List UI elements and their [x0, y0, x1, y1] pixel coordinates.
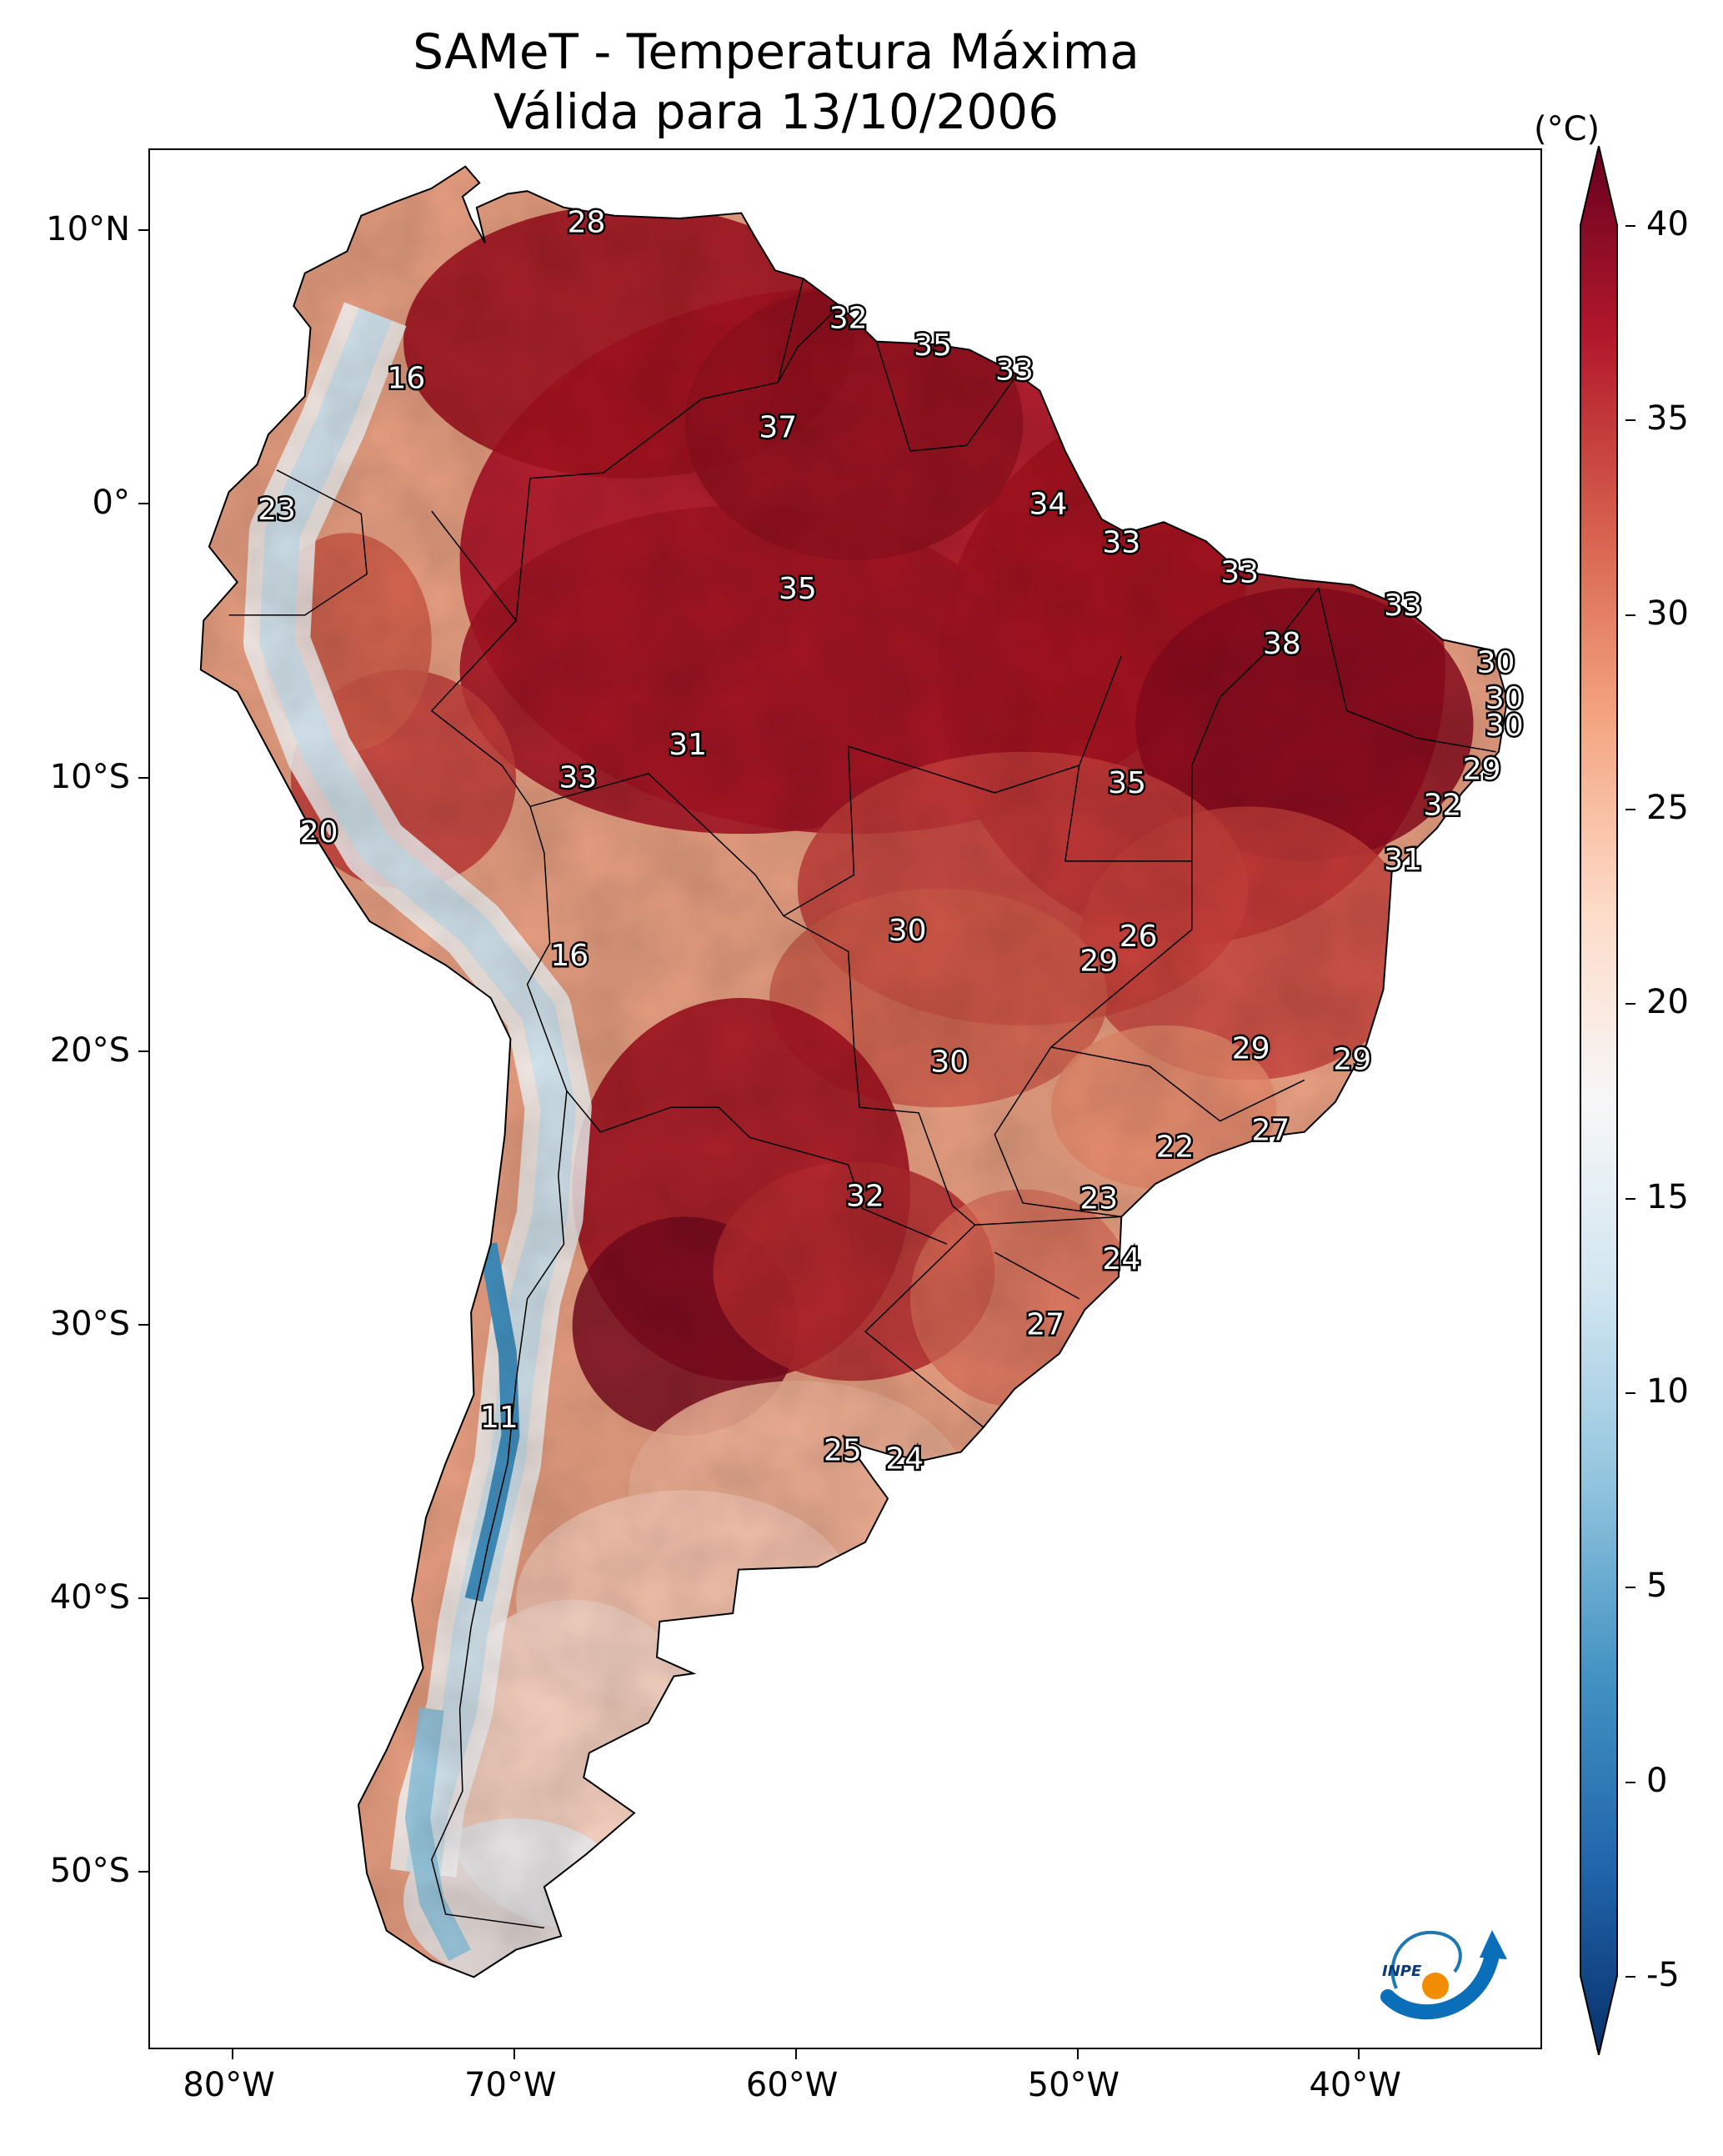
lon-tick-label: 60°W — [745, 2066, 839, 2104]
colorbar-tick-label: 0 — [1646, 1761, 1668, 1800]
colorbar-tick-label: 15 — [1646, 1177, 1689, 1216]
station-value-label: 30 — [930, 1045, 969, 1080]
lat-tick-label: 0° — [92, 484, 130, 523]
station-value-label: 33 — [1102, 525, 1140, 559]
station-value-label: 33 — [1384, 589, 1422, 623]
colorbar — [1580, 146, 1618, 2055]
lat-tick-label: 10°N — [46, 210, 130, 249]
lat-tick-mark — [138, 1323, 148, 1326]
station-value-label: 29 — [1232, 1031, 1270, 1065]
lat-tick-label: 20°S — [49, 1030, 130, 1070]
station-value-label: 23 — [1079, 1182, 1118, 1216]
station-value-label: 30 — [1477, 646, 1515, 680]
colorbar-tick-label: 40 — [1646, 205, 1689, 243]
colorbar-tick-mark — [1625, 1976, 1635, 1978]
station-value-label: 16 — [387, 362, 425, 396]
station-value-label: 35 — [779, 572, 817, 606]
colorbar-tick-mark — [1625, 419, 1635, 422]
station-value-label: 29 — [1079, 944, 1118, 978]
station-value-label: 32 — [846, 1179, 884, 1213]
station-value-label: 25 — [824, 1434, 862, 1468]
lat-tick-label: 30°S — [49, 1304, 130, 1343]
colorbar-unit: (°C) — [1534, 110, 1600, 148]
station-value-label: 33 — [995, 353, 1034, 388]
station-value-label: 11 — [480, 1401, 518, 1435]
station-value-label: 16 — [550, 939, 589, 973]
lon-tick-label: 40°W — [1309, 2066, 1401, 2104]
lon-tick-label: 50°W — [1027, 2066, 1120, 2104]
station-value-label: 27 — [1251, 1114, 1290, 1148]
station-value-label: 23 — [258, 493, 296, 527]
station-value-label: 30 — [889, 914, 927, 948]
colorbar-tick-mark — [1625, 1587, 1635, 1589]
lat-tick-mark — [138, 229, 148, 232]
lat-tick-label: 40°S — [49, 1577, 130, 1617]
station-value-label: 34 — [1029, 487, 1068, 521]
lon-tick-mark — [513, 2049, 516, 2059]
colorbar-tick-mark — [1625, 1197, 1635, 1200]
station-value-label: 38 — [1263, 627, 1301, 661]
lon-tick-label: 80°W — [183, 2066, 275, 2104]
station-value-label: 30 — [1485, 709, 1524, 743]
station-value-label: 35 — [1108, 766, 1146, 800]
lat-tick-label: 50°S — [49, 1851, 130, 1890]
station-value-label: 33 — [1220, 555, 1259, 589]
lat-tick-mark — [138, 1050, 148, 1052]
colorbar-tick-label: 20 — [1646, 983, 1689, 1022]
station-value-label: 33 — [559, 761, 598, 795]
lat-tick-label: 10°S — [49, 757, 130, 796]
colorbar-tick-label: 10 — [1646, 1372, 1689, 1411]
colorbar-tick-label: -5 — [1646, 1956, 1680, 1994]
lat-tick-mark — [138, 1597, 148, 1599]
map-panel[interactable]: 28 16 23 32 35 33 37 34 33 33 35 33 38 30 30 30 29 32 31 31… — [148, 148, 1542, 2049]
colorbar-tick-mark — [1625, 1392, 1635, 1394]
lon-tick-mark — [794, 2049, 797, 2059]
lon-tick-label: 70°W — [464, 2066, 557, 2104]
lat-tick-mark — [138, 503, 148, 505]
station-value-label: 30 — [1485, 681, 1524, 715]
station-value-label: 31 — [1384, 843, 1422, 877]
colorbar-tick-mark — [1625, 1781, 1635, 1783]
lon-tick-mark — [1358, 2049, 1360, 2059]
station-value-label: 28 — [568, 206, 606, 240]
station-value-label: 22 — [1156, 1130, 1195, 1164]
lon-tick-mark — [1076, 2049, 1079, 2059]
colorbar-tick-mark — [1625, 1003, 1635, 1005]
map-subtitle: Válida para 13/10/2006 — [493, 83, 1059, 140]
colorbar-tick-label: 25 — [1646, 789, 1689, 827]
station-value-label: 29 — [1333, 1042, 1371, 1076]
station-value-label: 24 — [1102, 1242, 1140, 1276]
inpe-logo: INPE — [1380, 1930, 1507, 2020]
lon-tick-mark — [232, 2049, 234, 2059]
colorbar-tick-mark — [1625, 614, 1635, 616]
colorbar-tick-mark — [1625, 809, 1635, 810]
station-value-label: 29 — [1463, 753, 1501, 787]
station-value-label: 35 — [914, 328, 952, 363]
station-value-label: 27 — [1026, 1308, 1064, 1342]
station-value-label: 26 — [1119, 920, 1158, 954]
station-value-label: 37 — [759, 411, 797, 445]
station-value-label: 24 — [885, 1442, 924, 1476]
colorbar-tick-label: 30 — [1646, 594, 1689, 633]
lat-tick-mark — [138, 1870, 148, 1873]
colorbar-tick-label: 35 — [1646, 399, 1689, 439]
map-title: SAMeT - Temperatura Máxima — [413, 23, 1139, 80]
colorbar-tick-mark — [1625, 225, 1635, 227]
station-value-label: 32 — [1423, 788, 1461, 822]
svg-text:INPE: INPE — [1382, 1963, 1422, 1980]
lat-tick-mark — [138, 776, 148, 779]
station-value-label: 32 — [829, 301, 868, 335]
station-value-label: 20 — [300, 815, 338, 850]
colorbar-tick-label: 5 — [1646, 1567, 1668, 1606]
station-value-label: 31 — [669, 728, 707, 762]
